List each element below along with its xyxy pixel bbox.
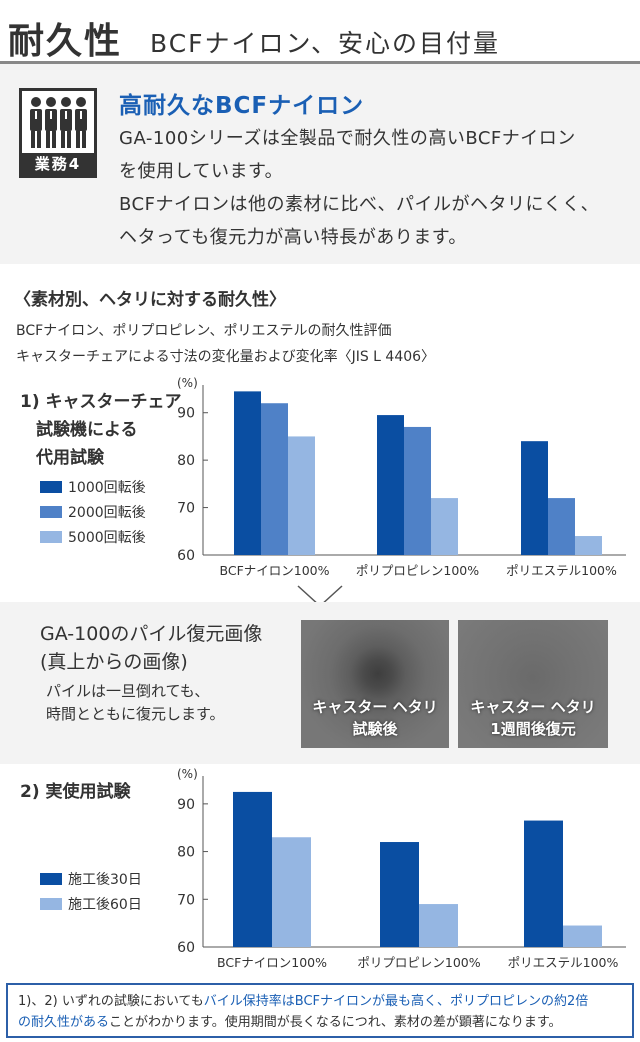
- chart1-label-line: 代用試験: [36, 448, 104, 468]
- legend-swatch: [40, 480, 62, 493]
- x-tick-label: ポリエステル100%: [508, 955, 619, 970]
- conclusion-note: 1)、2) いずれの試験においてもバイル保持率はBCFナイロンが最も高く、ポリプ…: [6, 983, 634, 1038]
- section-title: 〈素材別、ヘタリに対する耐久性〉: [14, 290, 286, 310]
- chart1-label-line: 1) キャスターチェア: [20, 392, 182, 412]
- bar: [563, 925, 602, 947]
- y-tick-label: 70: [177, 501, 195, 517]
- intro-line: BCFナイロンは他の素材に比べ、パイルがヘタリにくく、: [119, 194, 600, 215]
- page-header: 耐久性 BCFナイロン、安心の目付量: [0, 0, 640, 64]
- legend-swatch: [40, 505, 62, 518]
- bar: [261, 403, 288, 555]
- business-icon: 業務4: [19, 88, 97, 178]
- note-highlight: の耐久性がある: [18, 1015, 110, 1030]
- legend-label: 2000回転後: [68, 504, 146, 521]
- note-text: 1)、2) いずれの試験においても: [18, 994, 204, 1009]
- legend-item: 施工後30日: [40, 866, 142, 891]
- restore-title-line: GA-100のパイル復元画像: [40, 623, 263, 645]
- photo-one-week-caption: キャスター ヘタリ 1週間後復元: [458, 696, 608, 740]
- legend-swatch: [40, 530, 62, 543]
- photo-one-week-later: キャスター ヘタリ 1週間後復元: [458, 620, 608, 748]
- bar: [419, 904, 458, 947]
- section-desc-line: BCFナイロン、ポリプロピレン、ポリエステルの耐久性評価: [16, 323, 392, 339]
- x-tick-label: BCFナイロン100%: [217, 955, 327, 970]
- page-title: 耐久性: [8, 21, 123, 62]
- x-tick-label: ポリエステル100%: [506, 563, 617, 578]
- intro-panel: 業務4 高耐久なBCFナイロン GA-100シリーズは全製品で耐久性の高いBCF…: [0, 64, 640, 264]
- chart2: (%) 60 70 80 90 BCFナイロン100% ポリプロピレン100% ポリエステル1…: [177, 767, 626, 970]
- bar: [524, 820, 563, 947]
- photo-caption-line: 1週間後復元: [490, 720, 576, 738]
- business-badge: 業務4: [22, 153, 94, 175]
- restore-title-line: (真上からの画像): [40, 651, 188, 673]
- bar: [431, 498, 458, 555]
- intro-body: GA-100シリーズは全製品で耐久性の高いBCFナイロン を使用しています。 B…: [119, 122, 629, 254]
- bar: [377, 415, 404, 555]
- page-subtitle: BCFナイロン、安心の目付量: [150, 29, 501, 58]
- chart1: (%) 60 70 80 90 BCFナイロン100% ポリプロピレン100% ポリエステル1…: [177, 376, 626, 578]
- photo-caption-line: キャスター ヘタリ: [470, 698, 596, 716]
- y-tick-label: 80: [177, 453, 195, 469]
- bar: [380, 842, 419, 947]
- chart1-label: 1) キャスターチェア 試験機による 代用試験: [20, 388, 182, 472]
- people-icon: [30, 97, 87, 148]
- legend-item: 1000回転後: [40, 474, 146, 499]
- bar: [521, 441, 548, 555]
- photo-after-test: キャスター ヘタリ 試験後: [301, 620, 449, 748]
- y-tick-label: 90: [177, 406, 195, 422]
- photo-caption-line: キャスター ヘタリ: [312, 698, 438, 716]
- note-text: ことがわかります。使用期間が長くなるにつれ、素材の差が顕著になります。: [109, 1015, 562, 1030]
- chart1-label-line: 試験機による: [36, 420, 138, 440]
- section-desc-line: キャスターチェアによる寸法の変化量および変化率〈JIS L 4406〉: [16, 349, 436, 365]
- photo-after-test-caption: キャスター ヘタリ 試験後: [301, 696, 449, 740]
- legend-label: 1000回転後: [68, 479, 146, 496]
- y-tick-label: 70: [177, 892, 195, 908]
- y-tick-label: 90: [177, 797, 195, 813]
- legend-label: 施工後60日: [68, 896, 142, 913]
- restore-description: パイルは一旦倒れても、 時間とともに復元します。: [46, 680, 225, 726]
- legend-label: 5000回転後: [68, 529, 146, 546]
- y-axis-unit: (%): [177, 767, 198, 781]
- bar: [404, 426, 431, 555]
- photo-caption-line: 試験後: [352, 720, 398, 738]
- chart2-legend: 施工後30日 施工後60日: [40, 866, 142, 916]
- y-tick-label: 60: [177, 548, 195, 564]
- chart2-label: 2) 実使用試験: [20, 778, 131, 806]
- legend-item: 5000回転後: [40, 524, 146, 549]
- intro-line: ヘタっても復元力が高い特長があります。: [119, 227, 467, 248]
- bar: [575, 536, 602, 555]
- x-tick-label: BCFナイロン100%: [219, 563, 329, 578]
- bar: [272, 837, 311, 947]
- intro-heading: 高耐久なBCFナイロン: [119, 93, 365, 119]
- intro-line: GA-100シリーズは全製品で耐久性の高いBCFナイロン: [119, 128, 576, 149]
- legend-swatch: [40, 897, 62, 910]
- bar: [234, 391, 261, 555]
- y-tick-label: 60: [177, 940, 195, 956]
- legend-item: 2000回転後: [40, 499, 146, 524]
- y-tick-label: 80: [177, 845, 195, 861]
- x-tick-label: ポリプロピレン100%: [356, 563, 479, 578]
- chart2-label-line: 2) 実使用試験: [20, 782, 131, 802]
- bar: [233, 791, 272, 947]
- note-highlight: バイル保持率はBCFナイロンが最も高く、ポリプロピレンの約2倍: [203, 994, 589, 1009]
- restore-desc-line: 時間とともに復元します。: [46, 705, 225, 723]
- legend-swatch: [40, 872, 62, 885]
- y-axis-unit: (%): [177, 376, 198, 390]
- restore-desc-line: パイルは一旦倒れても、: [46, 682, 210, 700]
- restore-title: GA-100のパイル復元画像 (真上からの画像): [40, 620, 262, 676]
- chart1-legend: 1000回転後 2000回転後 5000回転後: [40, 474, 146, 549]
- restore-panel: GA-100のパイル復元画像 (真上からの画像) パイルは一旦倒れても、 時間と…: [0, 602, 640, 764]
- bar: [288, 436, 315, 555]
- intro-line: を使用しています。: [119, 161, 284, 182]
- x-tick-label: ポリプロピレン100%: [357, 955, 480, 970]
- section-description: BCFナイロン、ポリプロピレン、ポリエステルの耐久性評価 キャスターチェアによる…: [16, 318, 435, 370]
- bar: [548, 498, 575, 555]
- legend-label: 施工後30日: [68, 871, 142, 888]
- legend-item: 施工後60日: [40, 891, 142, 916]
